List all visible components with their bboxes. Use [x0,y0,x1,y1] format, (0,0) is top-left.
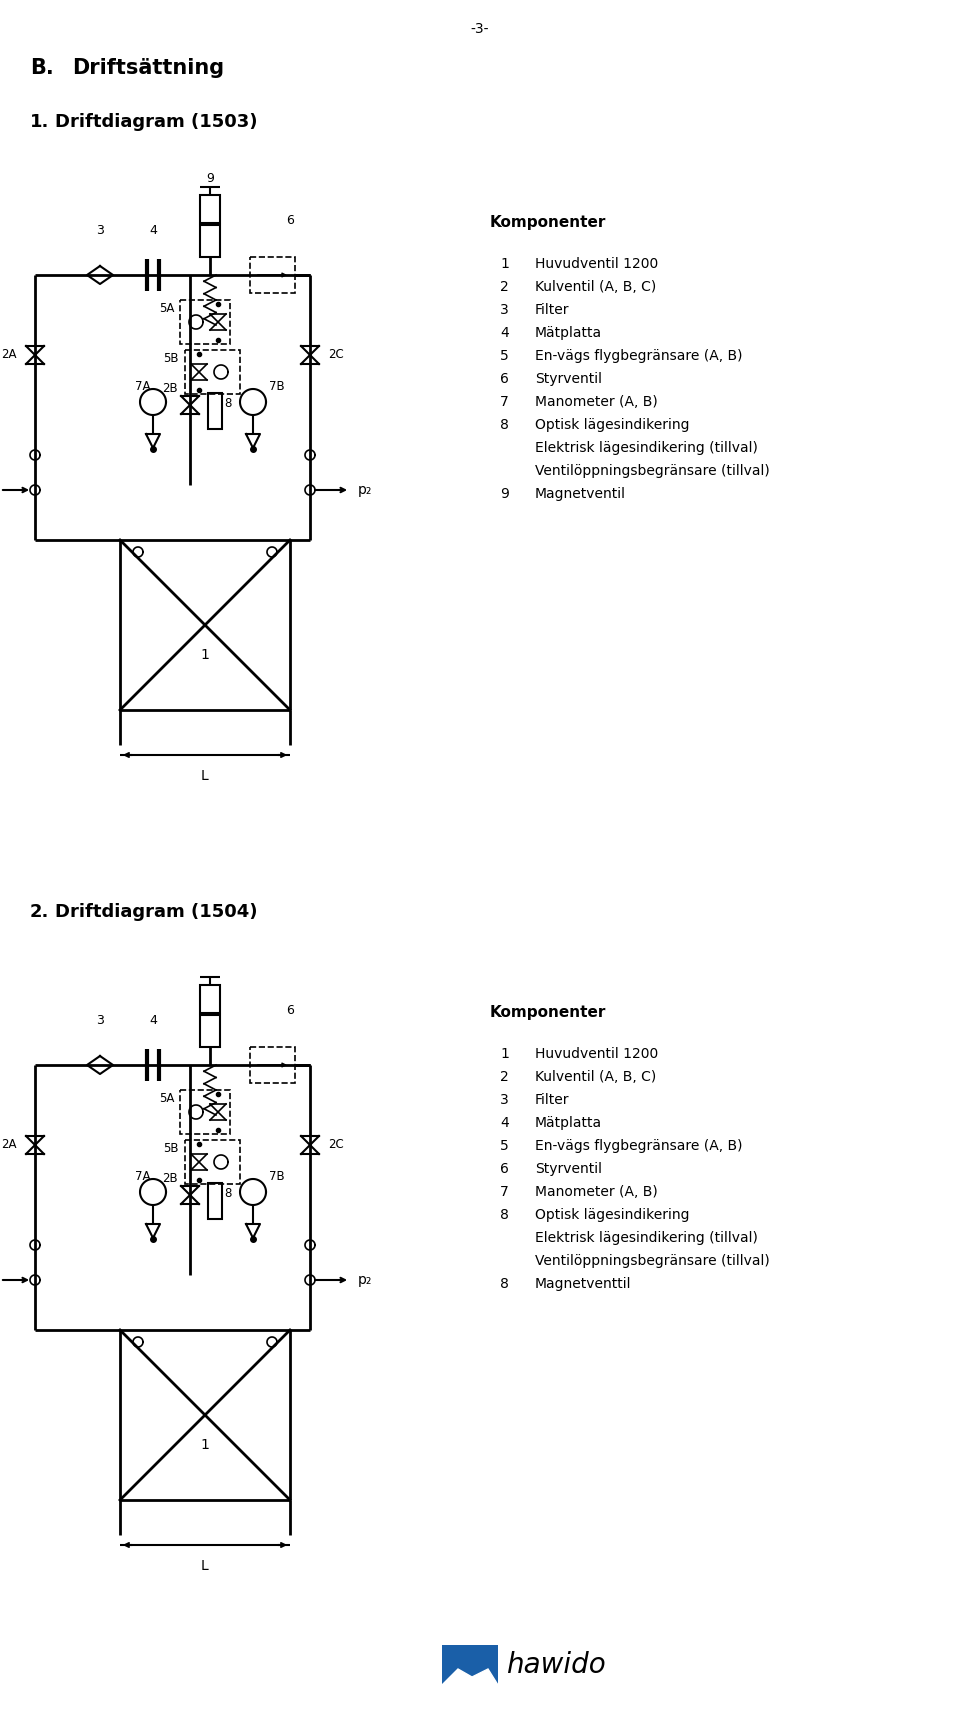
Text: 5: 5 [500,349,509,362]
Text: 1: 1 [500,257,509,271]
Bar [180,300,230,343]
Text: Mätplatta: Mätplatta [535,1117,602,1131]
Bar [208,394,222,428]
Text: 7A: 7A [134,1170,150,1184]
Text: 5A: 5A [158,302,174,314]
Bar [185,350,240,394]
Text: 4: 4 [500,1117,509,1131]
Text: 4: 4 [149,224,156,238]
Text: 3: 3 [96,224,104,238]
Text: 8: 8 [224,397,231,409]
Bar [200,985,220,1013]
Bar [250,257,295,293]
Text: Manometer (A, B): Manometer (A, B) [535,1184,658,1198]
Bar [200,225,220,257]
Text: Driftdiagram (1503): Driftdiagram (1503) [55,113,257,132]
Text: 8: 8 [500,1276,509,1292]
Text: 3: 3 [96,1014,104,1027]
Text: B.: B. [30,57,54,78]
Text: Optisk lägesindikering: Optisk lägesindikering [535,418,689,432]
Text: 6: 6 [500,373,509,387]
Text: 9: 9 [500,487,509,501]
Text: L: L [202,768,209,784]
Text: 2A: 2A [2,349,17,361]
Text: 6: 6 [500,1162,509,1176]
Text: hawido: hawido [506,1651,606,1679]
Text: 2: 2 [500,279,509,295]
Text: 2.: 2. [30,903,49,921]
Text: 2: 2 [500,1070,509,1084]
Text: Styrventil: Styrventil [535,373,602,387]
Text: En-vägs flygbegränsare (A, B): En-vägs flygbegränsare (A, B) [535,1139,742,1153]
Bar [208,1183,222,1219]
Text: 5A: 5A [158,1091,174,1105]
Text: 6: 6 [286,1004,294,1018]
Text: 7A: 7A [134,380,150,394]
Text: Driftdiagram (1504): Driftdiagram (1504) [55,903,257,921]
Text: Elektrisk lägesindikering (tillval): Elektrisk lägesindikering (tillval) [535,440,757,454]
Text: -3-: -3- [470,23,490,36]
Text: 5B: 5B [163,352,179,364]
Text: 4: 4 [500,326,509,340]
Text: 3: 3 [500,303,509,317]
Text: 8: 8 [500,418,509,432]
Text: 1: 1 [201,1437,209,1451]
Text: Huvudventil 1200: Huvudventil 1200 [535,257,659,271]
Text: Magnetventtil: Magnetventtil [535,1276,632,1292]
Text: 6: 6 [286,213,294,227]
Text: 8: 8 [500,1209,509,1222]
Bar [185,1139,240,1184]
Text: 8: 8 [224,1188,231,1200]
Text: Filter: Filter [535,1092,569,1106]
Text: 7B: 7B [269,380,284,394]
Text: Optisk lägesindikering: Optisk lägesindikering [535,1209,689,1222]
Text: p₂: p₂ [358,1273,372,1287]
Text: Elektrisk lägesindikering (tillval): Elektrisk lägesindikering (tillval) [535,1231,757,1245]
Bar [200,194,220,224]
Text: 2B: 2B [162,383,178,395]
Bar [442,1646,498,1685]
Text: 5: 5 [500,1139,509,1153]
Text: 2C: 2C [328,1139,344,1151]
Text: 4: 4 [149,1014,156,1027]
Text: Kulventil (A, B, C): Kulventil (A, B, C) [535,1070,657,1084]
Text: 7B: 7B [269,1170,284,1184]
Text: 1: 1 [500,1047,509,1061]
Text: Komponenter: Komponenter [490,1006,607,1020]
Text: Ventilöppningsbegränsare (tillval): Ventilöppningsbegränsare (tillval) [535,465,770,479]
Text: Styrventil: Styrventil [535,1162,602,1176]
Text: 7: 7 [500,395,509,409]
Text: Driftsättning: Driftsättning [72,57,224,78]
Text: Huvudventil 1200: Huvudventil 1200 [535,1047,659,1061]
Polygon shape [442,1670,498,1685]
Text: En-vägs flygbegränsare (A, B): En-vägs flygbegränsare (A, B) [535,349,742,362]
Text: p₂: p₂ [358,484,372,498]
Bar [250,1047,295,1084]
Text: Mätplatta: Mätplatta [535,326,602,340]
Text: 1: 1 [201,649,209,662]
Text: Filter: Filter [535,303,569,317]
Text: 7: 7 [500,1184,509,1198]
Text: 9: 9 [206,172,214,186]
Text: Manometer (A, B): Manometer (A, B) [535,395,658,409]
Text: 1.: 1. [30,113,49,132]
Bar [200,1014,220,1047]
Bar [180,1091,230,1134]
Text: 2A: 2A [2,1139,17,1151]
Text: 3: 3 [500,1092,509,1106]
Text: Ventilöppningsbegränsare (tillval): Ventilöppningsbegränsare (tillval) [535,1254,770,1268]
Text: L: L [202,1559,209,1573]
Text: 2B: 2B [162,1172,178,1186]
Text: 5B: 5B [163,1141,179,1155]
Text: Kulventil (A, B, C): Kulventil (A, B, C) [535,279,657,295]
Text: Magnetventil: Magnetventil [535,487,626,501]
Text: Komponenter: Komponenter [490,215,607,231]
Text: 2C: 2C [328,349,344,361]
